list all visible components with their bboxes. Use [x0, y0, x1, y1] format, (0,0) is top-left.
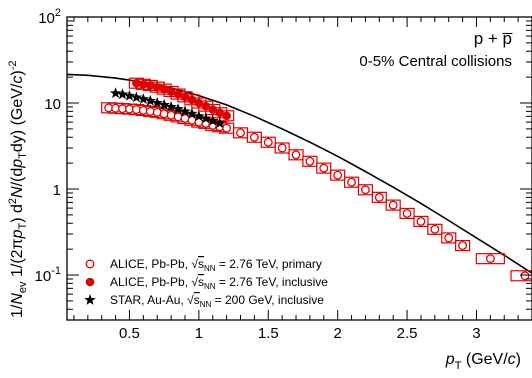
- data-point-2-12: [193, 110, 205, 122]
- data-point-1-12: [215, 108, 224, 118]
- y-tick-label: 102: [38, 7, 61, 27]
- annotation-centrality: 0-5% Central collisions: [359, 53, 512, 70]
- x-tick-label: 2: [333, 325, 341, 342]
- data-point-0-24: [319, 163, 329, 173]
- sys-box-0-29: [385, 199, 401, 211]
- data-point-2-1: [116, 88, 129, 100]
- sys-box-0-33: [441, 232, 457, 244]
- data-point-2-5: [144, 94, 156, 106]
- data-point-0-22: [291, 150, 301, 160]
- data-point-2-10: [179, 105, 191, 117]
- data-point-0-35: [485, 254, 495, 264]
- sys-box-0-24: [316, 162, 332, 174]
- y-tick-label: 1: [53, 182, 61, 199]
- data-point-0-27: [360, 185, 370, 195]
- data-point-0-19: [249, 132, 259, 142]
- sys-box-0-22: [288, 149, 304, 161]
- x-tick-label: 1: [195, 325, 203, 342]
- data-point-2-6: [151, 97, 163, 108]
- data-point-0-28: [374, 192, 384, 202]
- annotation-collision-system: p + p̅: [474, 29, 513, 48]
- plot-frame: [66, 16, 532, 321]
- x-tick-label: 1.5: [258, 325, 279, 342]
- sys-box-0-30: [399, 207, 415, 220]
- sys-box-0-26: [343, 176, 360, 188]
- sys-box-0-34: [454, 239, 471, 252]
- data-point-2-14: [207, 114, 219, 126]
- legend: ALICE, Pb-Pb, √sNN = 2.76 TeV, primary AL…: [84, 257, 328, 309]
- data-point-1-13: [222, 111, 231, 121]
- sys-box-0-36: [510, 270, 532, 282]
- data-point-1-3: [152, 82, 162, 92]
- sys-box-0-32: [427, 223, 443, 235]
- data-point-0-29: [388, 200, 398, 210]
- sys-box-0-23: [302, 155, 318, 167]
- data-point-0-36: [520, 271, 530, 281]
- data-point-1-7: [180, 92, 190, 102]
- data-point-0-30: [402, 208, 412, 218]
- x-tick-label: 3: [472, 325, 480, 342]
- data-point-1-2: [145, 81, 155, 90]
- legend-label-0: ALICE, Pb-Pb, √sNN = 2.76 TeV, primary: [110, 257, 322, 273]
- legend-label-2: STAR, Au-Au, √sNN = 200 GeV, inclusive: [110, 293, 324, 309]
- data-point-0-17: [222, 123, 232, 133]
- legend-marker-0: [85, 259, 95, 269]
- data-point-1-0: [132, 78, 141, 88]
- legend-label-1: ALICE, Pb-Pb, √sNN = 2.76 TeV, inclusive: [110, 275, 328, 291]
- y-tick-label: 10-1: [35, 265, 61, 285]
- legend-marker-1: [85, 277, 95, 287]
- data-point-2-9: [172, 103, 184, 114]
- data-point-0-33: [444, 233, 454, 243]
- data-point-0-21: [277, 143, 287, 153]
- sys-box-0-25: [330, 169, 346, 181]
- sys-box-0-20: [260, 136, 276, 148]
- sys-box-0-35: [475, 253, 505, 265]
- data-point-1-9: [194, 98, 204, 108]
- data-point-2-8: [165, 100, 177, 112]
- sys-box-0-27: [357, 184, 374, 196]
- sys-box-0-21: [274, 142, 290, 154]
- data-point-2-2: [123, 89, 136, 101]
- data-point-2-15: [213, 117, 226, 129]
- data-point-2-13: [200, 112, 212, 124]
- data-point-2-11: [186, 107, 198, 119]
- data-point-2-4: [137, 93, 150, 104]
- y-axis-label: 1/Nev 1/(2πpT) d2N/(dpTdy) (GeV/c)-2: [7, 61, 29, 318]
- data-point-1-10: [201, 101, 211, 111]
- x-tick-label: 0.5: [119, 325, 140, 342]
- data-point-2-0: [109, 87, 122, 99]
- data-point-0-34: [458, 241, 468, 251]
- data-point-0-26: [347, 177, 357, 187]
- data-point-1-1: [139, 80, 148, 89]
- data-point-0-18: [236, 128, 245, 138]
- data-point-1-8: [187, 95, 197, 105]
- data-point-0-23: [305, 156, 315, 166]
- y-tick-label: 10: [44, 96, 61, 113]
- data-point-2-3: [130, 91, 143, 103]
- data-point-0-31: [416, 216, 426, 226]
- data-point-2-7: [158, 98, 170, 110]
- data-point-0-25: [333, 170, 343, 180]
- data-point-0-32: [430, 224, 440, 234]
- data-point-0-20: [263, 137, 273, 147]
- data-point-1-11: [208, 105, 218, 114]
- sys-box-0-28: [371, 191, 387, 203]
- sys-box-0-31: [413, 215, 429, 228]
- x-axis-label: pT (GeV/c): [445, 351, 521, 372]
- x-tick-label: 2.5: [397, 325, 418, 342]
- legend-marker-2: [84, 294, 96, 305]
